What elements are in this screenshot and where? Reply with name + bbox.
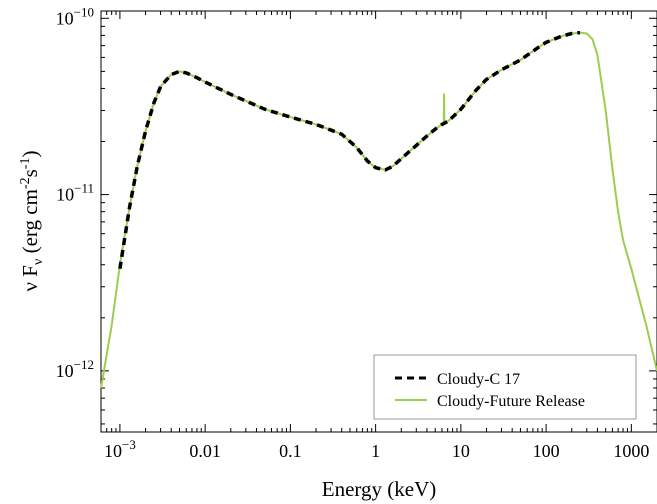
y-axis-label: ν Fν (erg cm-2s-1) — [18, 151, 46, 292]
x-tick-label-base: 1 — [371, 441, 380, 461]
x-tick-label-exponent: −3 — [122, 437, 136, 452]
x-tick-label-base: 1000 — [613, 441, 649, 461]
y-tick-label-exponent: −10 — [74, 4, 94, 19]
y-tick-label: 10−11 — [56, 181, 94, 205]
x-tick-label: 0.01 — [189, 441, 221, 461]
x-tick-label-base: 0.1 — [279, 441, 302, 461]
y-label-part-4: ) — [18, 151, 42, 158]
legend: Cloudy-C 17 Cloudy-Future Release — [373, 354, 637, 420]
x-tick-label: 1000 — [613, 441, 649, 461]
x-tick-label: 0.1 — [279, 441, 302, 461]
y-tick-label: 10−12 — [56, 357, 94, 381]
legend-label-cloudy-c17: Cloudy-C 17 — [437, 371, 520, 388]
y-tick-label: 10−10 — [56, 4, 94, 28]
series-cloudy-future-release — [100, 31, 657, 389]
x-tick-label-base: 100 — [533, 441, 560, 461]
x-tick-label: 1 — [371, 441, 380, 461]
y-tick-label-base: 10 — [56, 361, 74, 381]
y-tick-label-exponent: −11 — [74, 181, 94, 196]
y-label-sup-1: -2 — [18, 177, 33, 189]
x-tick-label: 10 — [452, 441, 470, 461]
y-tick-label-exponent: −12 — [74, 357, 94, 372]
minor-ticks — [100, 11, 657, 432]
legend-box — [373, 354, 637, 420]
x-axis-label: Energy (keV) — [322, 477, 437, 501]
y-tick-label-base: 10 — [56, 8, 74, 28]
x-tick-label-base: 10 — [452, 441, 470, 461]
y-label-part-2: (erg cm — [18, 189, 42, 259]
x-axis-ticks: 10−3 0.01 0.1 1 10 100 1000 — [104, 11, 649, 461]
series-layer — [100, 30, 657, 389]
legend-label-cloudy-future: Cloudy-Future Release — [437, 393, 585, 410]
x-tick-label-base: 0.01 — [189, 441, 221, 461]
x-tick-label: 100 — [533, 441, 560, 461]
y-label-subscript: ν — [31, 259, 46, 265]
x-tick-label: 10−3 — [104, 437, 136, 461]
series-cloudy-c-17 — [118, 30, 581, 269]
y-label-part-3: s — [18, 169, 42, 177]
y-label-part-1: ν F — [18, 265, 42, 291]
y-label-sup-2: -1 — [18, 158, 33, 170]
y-tick-label-base: 10 — [56, 185, 74, 205]
x-tick-label-base: 10 — [104, 441, 122, 461]
